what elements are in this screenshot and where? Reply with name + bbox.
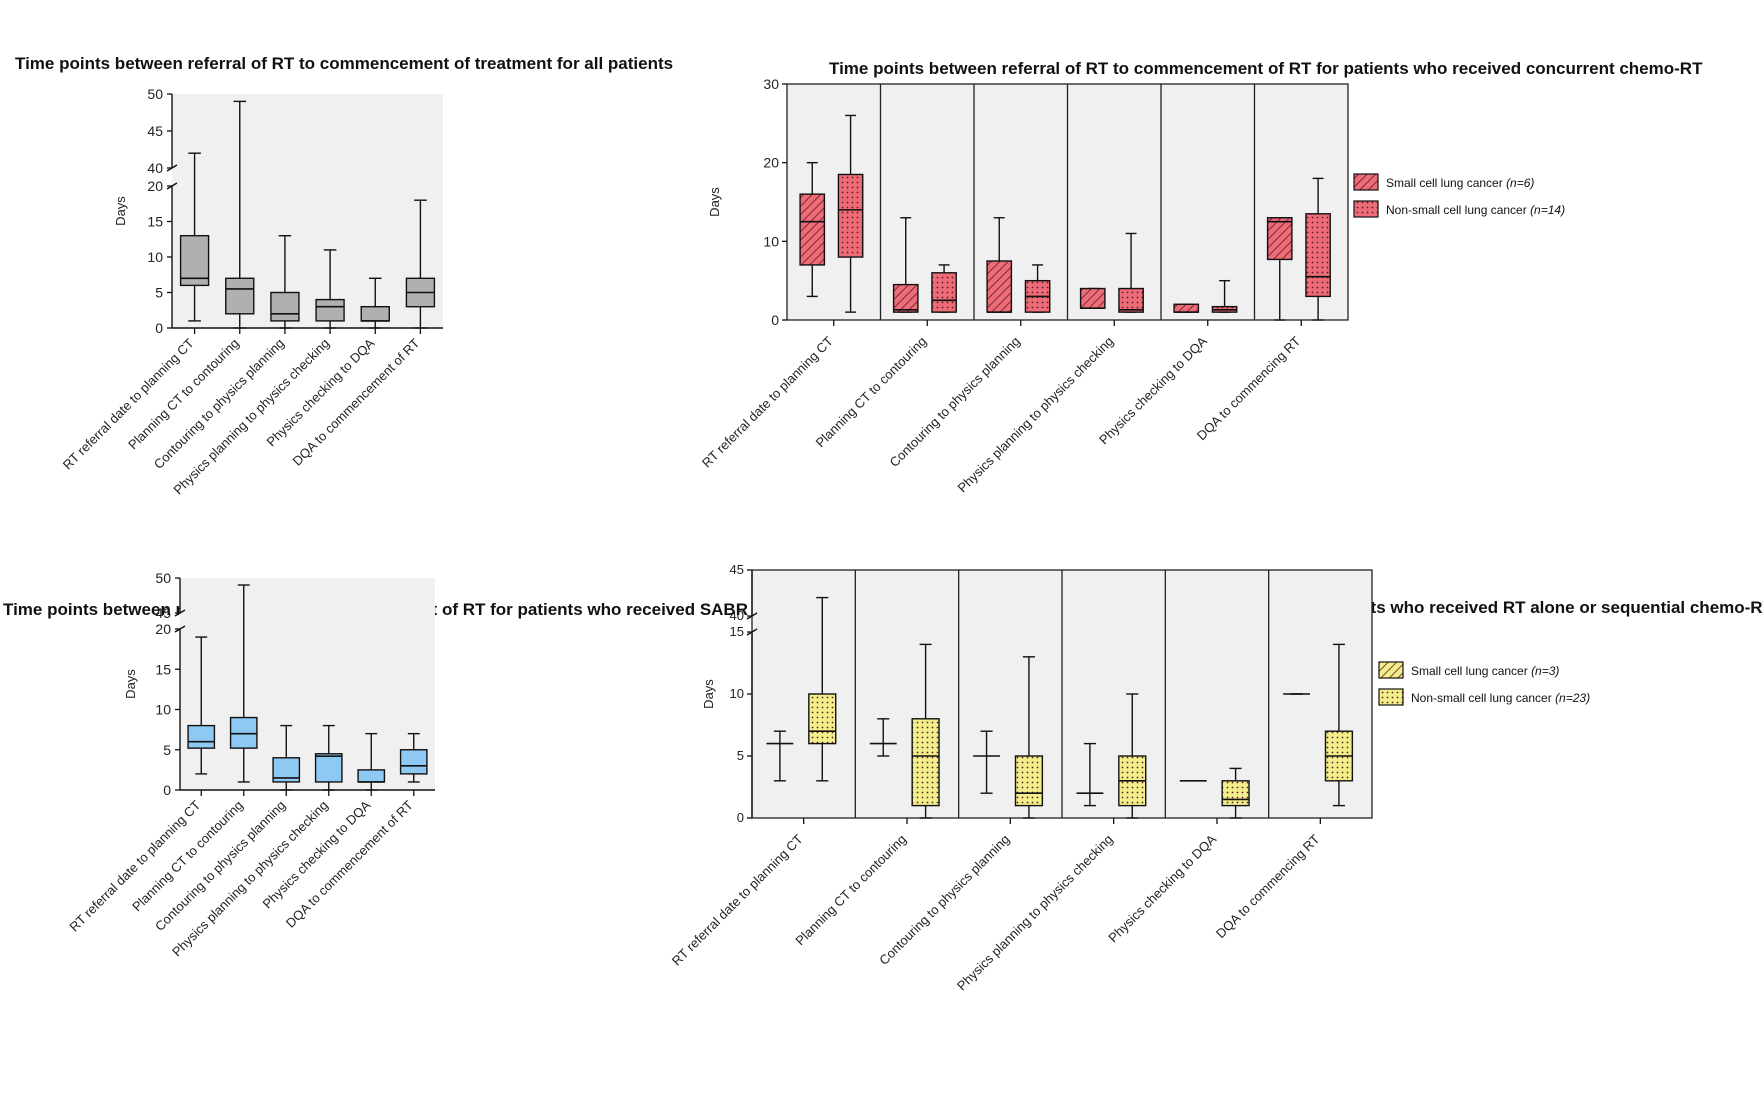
y-tick-label: 15 (155, 661, 171, 677)
legend-label: Non-small cell lung cancer (n=23) (1411, 691, 1590, 705)
box (179, 234, 210, 287)
legend-n-label: (n=14) (1530, 203, 1565, 217)
x-tick-label: DQA to commencing RT (1194, 333, 1304, 443)
box (837, 173, 864, 258)
y-tick-label: 10 (155, 702, 171, 718)
y-tick-label: 15 (730, 624, 744, 639)
y-tick-label: 45 (730, 562, 744, 577)
box (399, 749, 428, 775)
box (1173, 303, 1200, 313)
y-tick-label: 45 (155, 605, 171, 621)
y-tick-label: 0 (155, 320, 163, 336)
chart-rt-alone-sequential: Time points between referral of RT to co… (669, 560, 1763, 1116)
box (270, 291, 300, 322)
box (1305, 213, 1331, 298)
legend-series-name: Small cell lung cancer (1411, 664, 1531, 678)
box (225, 277, 255, 315)
box (808, 693, 837, 745)
y-tick-label: 45 (147, 123, 163, 139)
legend-swatch (1353, 173, 1379, 191)
y-axis-label: Days (113, 196, 128, 226)
box (1221, 780, 1250, 807)
y-tick-label: 0 (163, 782, 171, 798)
y-tick-label: 15 (147, 214, 163, 230)
y-tick-label: 50 (147, 86, 163, 102)
chart-title: Time points between referral of RT to co… (15, 54, 674, 73)
box (357, 769, 386, 783)
y-tick-label: 5 (737, 748, 744, 763)
box (315, 298, 345, 322)
chart-concurrent-chemo-rt: Time points between referral of RT to co… (699, 0, 1763, 560)
box (229, 716, 258, 749)
legend-series-name: Non-small cell lung cancer (1386, 203, 1530, 217)
box (911, 718, 940, 807)
legend-swatch (1378, 661, 1404, 679)
legend-n-label: (n=23) (1555, 691, 1590, 705)
chart-sabr: Time points between referral of RT to co… (0, 560, 760, 1116)
x-tick-label: Physics planning to physics checking (169, 798, 331, 960)
x-tick-label: Planning CT to contouring (792, 832, 909, 949)
x-tick-label: Physics planning to physics checking (955, 334, 1117, 496)
box (360, 306, 390, 322)
legend-swatch (1378, 688, 1404, 706)
x-tick-label: DQA to commencing RT (1213, 831, 1323, 941)
y-tick-label: 0 (737, 810, 744, 825)
legend-series-name: Small cell lung cancer (1386, 176, 1506, 190)
x-tick-label: Physics checking to DQA (1096, 333, 1210, 447)
y-tick-label: 40 (730, 608, 744, 623)
y-tick-label: 20 (155, 621, 171, 637)
y-axis-label: Days (123, 669, 138, 699)
legend-label: Small cell lung cancer (n=3) (1411, 664, 1559, 678)
legend-label: Small cell lung cancer (n=6) (1386, 176, 1534, 190)
y-tick-label: 50 (155, 570, 171, 586)
box (799, 193, 826, 266)
box (1118, 287, 1144, 313)
y-tick-label: 20 (147, 178, 163, 194)
y-tick-label: 10 (147, 249, 163, 265)
y-tick-label: 5 (155, 285, 163, 301)
y-tick-label: 0 (771, 312, 779, 328)
plot-frame (786, 83, 1349, 321)
y-tick-label: 20 (763, 155, 779, 171)
chart-title: Time points between referral of RT to co… (829, 59, 1703, 78)
y-axis-label: Days (707, 187, 722, 217)
box (986, 260, 1013, 313)
chart-all-patients: Time points between referral of RT to co… (0, 0, 760, 560)
plot-background (180, 578, 435, 790)
box (1079, 287, 1106, 309)
legend-label: Non-small cell lung cancer (n=14) (1386, 203, 1565, 217)
y-axis-label: Days (701, 679, 716, 709)
legend-n-label: (n=3) (1531, 664, 1559, 678)
box (1014, 755, 1044, 807)
legend-swatch (1353, 200, 1379, 218)
box (931, 272, 957, 313)
box (892, 283, 919, 313)
legend-n-label: (n=6) (1506, 176, 1534, 190)
box (314, 753, 343, 783)
y-tick-label: 30 (763, 76, 779, 92)
y-tick-label: 10 (763, 233, 779, 249)
y-tick-label: 40 (147, 160, 163, 176)
box (187, 724, 216, 749)
x-tick-label: Physics checking to DQA (1105, 831, 1219, 945)
y-tick-label: 10 (730, 686, 744, 701)
box (1266, 217, 1293, 261)
legend-series-name: Non-small cell lung cancer (1411, 691, 1555, 705)
y-tick-label: 5 (163, 742, 171, 758)
plot-background (172, 94, 443, 328)
